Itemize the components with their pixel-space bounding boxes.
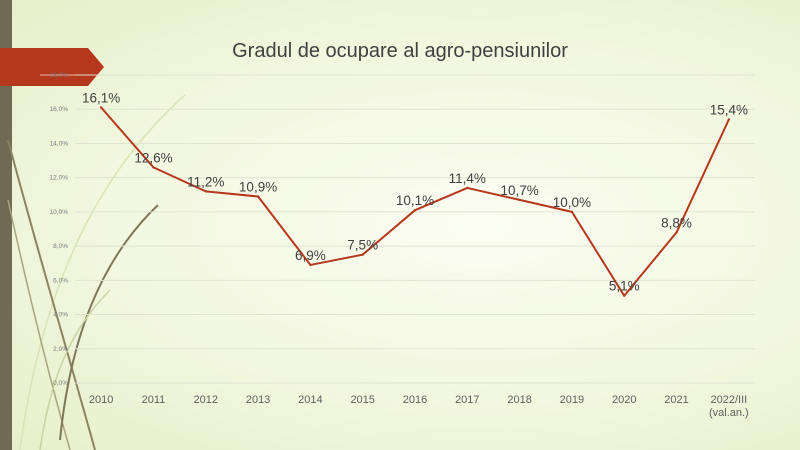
x-tick-label: (val.an.) — [709, 407, 749, 419]
data-point — [623, 294, 626, 297]
data-point — [152, 166, 155, 169]
data-point — [309, 263, 312, 267]
x-tick-label: 2021 — [664, 394, 688, 406]
y-tick-label: 0,0% — [53, 380, 68, 387]
x-tick-label: 2020 — [612, 394, 636, 406]
x-tick-label: 2012 — [194, 394, 218, 406]
data-label: 11,4% — [449, 171, 486, 186]
data-point — [466, 186, 469, 190]
y-tick-label: 14,0% — [50, 140, 69, 147]
left-accent-bar — [0, 0, 12, 450]
x-tick-label: 2013 — [246, 394, 270, 406]
data-label: 10,9% — [239, 179, 277, 194]
y-tick-label: 18,0% — [50, 72, 69, 79]
data-label: 10,0% — [553, 195, 591, 210]
x-tick-label: 2016 — [403, 394, 427, 406]
y-tick-label: 6,0% — [53, 277, 68, 284]
data-point — [675, 231, 678, 234]
data-label: 6,9% — [295, 248, 326, 263]
data-label: 7,5% — [347, 238, 378, 253]
data-label: 8,8% — [661, 215, 692, 230]
data-point — [204, 190, 207, 193]
y-tick-label: 12,0% — [50, 175, 69, 182]
data-point — [99, 106, 103, 109]
chart-title: Gradul de ocupare al agro-pensiunilor — [232, 40, 568, 62]
x-tick-label: 2019 — [560, 394, 584, 406]
x-tick-label: 2011 — [142, 394, 166, 406]
y-tick-label: 10,0% — [50, 209, 69, 216]
data-label: 5,1% — [609, 279, 640, 294]
data-label: 15,4% — [710, 102, 748, 117]
x-tick-label: 2018 — [507, 394, 531, 406]
x-tick-label: 2014 — [298, 394, 322, 406]
y-tick-label: 8,0% — [53, 243, 68, 250]
x-tick-label: 2017 — [455, 394, 479, 406]
data-label: 10,1% — [396, 193, 434, 208]
data-label: 11,2% — [187, 174, 224, 189]
data-label: 16,1% — [82, 91, 120, 106]
data-label: 10,7% — [500, 183, 538, 198]
x-tick-label: 2022/III — [710, 394, 747, 406]
x-tick-label: 2010 — [89, 394, 113, 406]
x-tick-label: 2015 — [350, 394, 374, 406]
data-point — [256, 195, 260, 198]
y-tick-label: 16,0% — [50, 106, 69, 113]
data-point — [570, 210, 574, 214]
data-point — [727, 118, 731, 121]
y-tick-label: 4,0% — [53, 312, 68, 319]
data-point — [413, 208, 417, 212]
data-point — [361, 253, 364, 256]
data-point — [518, 198, 521, 202]
y-tick-label: 2,0% — [53, 346, 68, 353]
data-label: 12,6% — [134, 150, 172, 165]
